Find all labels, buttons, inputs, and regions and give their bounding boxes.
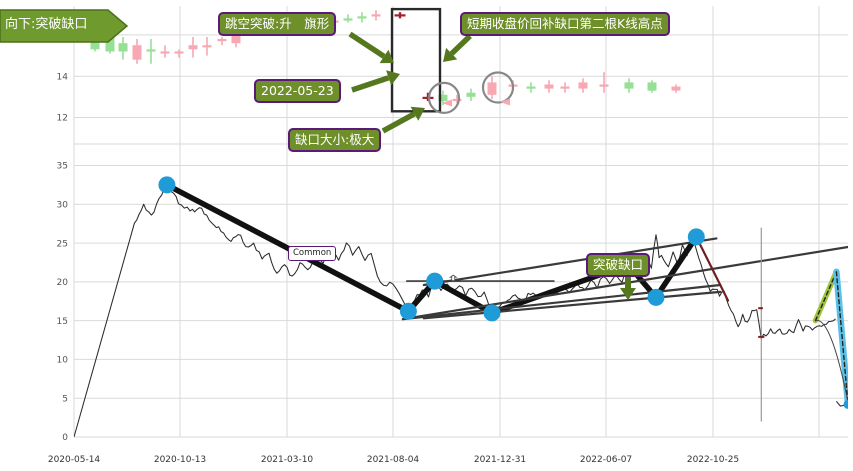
svg-text:2021-08-04: 2021-08-04 [367,455,420,465]
pivot-dots [158,176,848,409]
svg-text:5: 5 [62,394,68,404]
svg-text:2022-10-25: 2022-10-25 [687,455,739,465]
banner-arrow-shape [0,9,128,43]
trend-overlays [164,182,848,422]
svg-text:2021-12-31: 2021-12-31 [474,455,526,465]
top-chart-y-axis: 121416 [57,31,69,124]
gap-breakout-type-label: 跳空突破:升 旗形 [218,12,337,36]
breakout-gap-label: 突破缺口 [586,253,651,277]
svg-text:10: 10 [57,356,69,366]
pattern-common-label: Common [288,246,337,261]
svg-text:14: 14 [57,72,69,82]
svg-text:35: 35 [57,162,68,172]
annotation-arrows [348,31,636,300]
svg-text:2022-06-07: 2022-06-07 [580,455,632,465]
direction-banner: 向下:突破缺口 [0,8,128,44]
svg-text:0: 0 [62,433,68,443]
svg-text:2020-10-13: 2020-10-13 [154,455,206,465]
short-term-fill-label: 短期收盘价回补缺口第二根K线高点 [460,12,670,36]
direction-banner-label: 向下:突破缺口 [5,17,88,32]
gap-size-label: 缺口大小:极大 [288,128,382,152]
svg-text:25: 25 [57,239,68,249]
svg-text:2021-03-10: 2021-03-10 [261,455,314,465]
main-chart-x-axis: 2020-05-14 2020-10-13 2021-03-10 2021-08-04… [48,455,739,465]
main-chart-gridlines [73,143,848,438]
svg-text:12: 12 [57,114,68,124]
main-chart-y-axis: 0 5 10 15 20 25 30 35 [57,162,69,444]
svg-text:30: 30 [57,201,69,211]
gap-date-label: 2022-05-23 [254,79,341,103]
svg-text:20: 20 [57,278,69,288]
svg-text:2020-05-14: 2020-05-14 [48,455,101,465]
price-line-series [74,185,848,438]
svg-text:15: 15 [57,317,68,327]
